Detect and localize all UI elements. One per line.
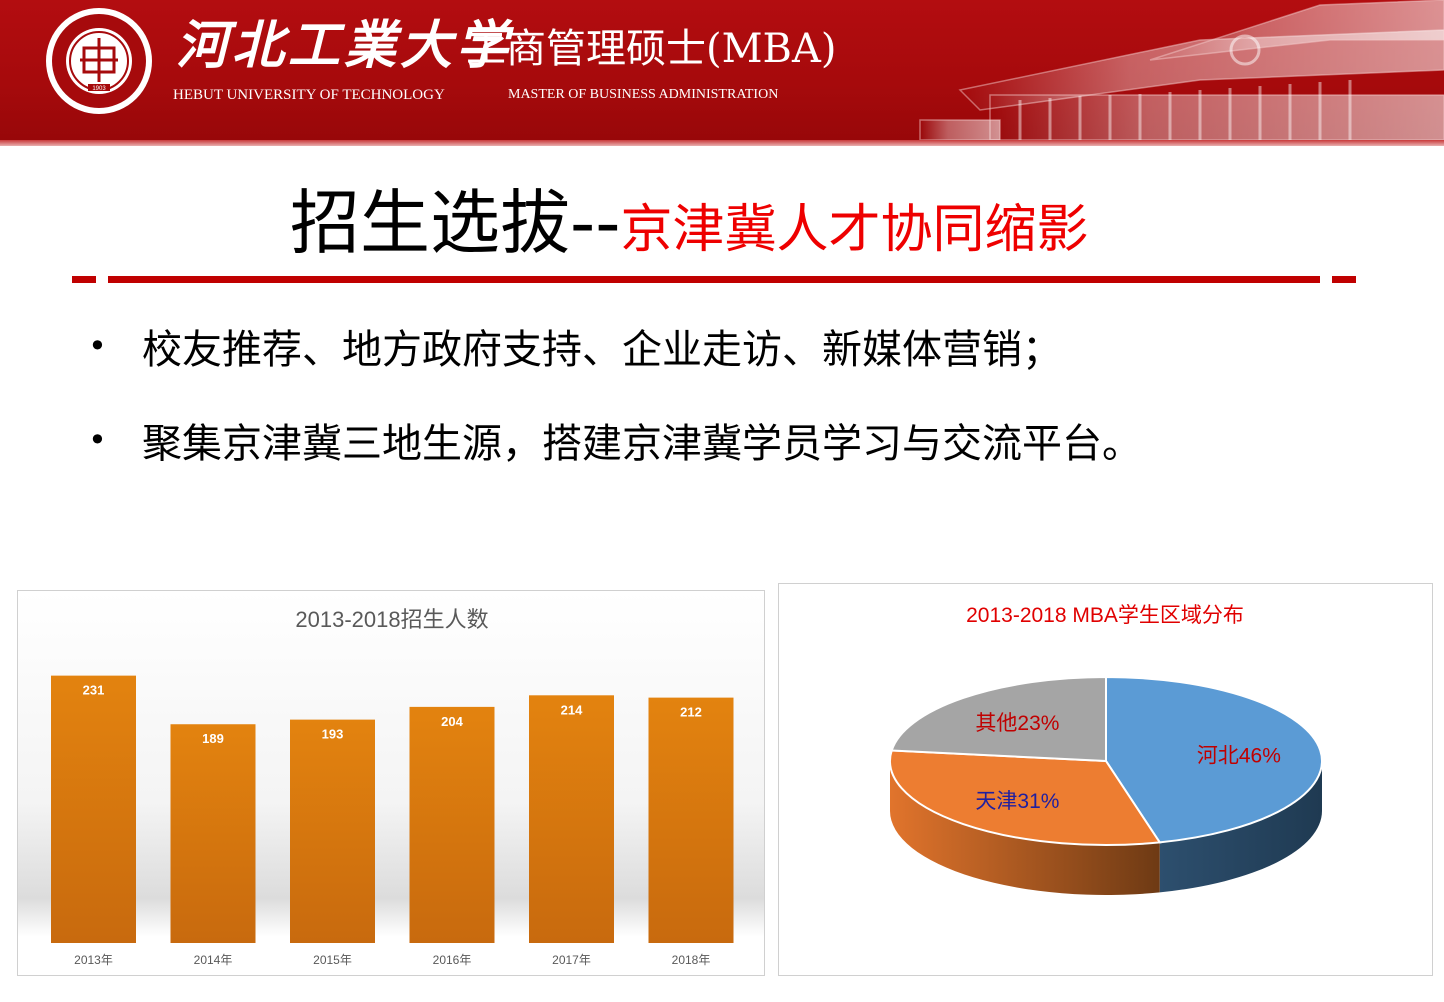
bar-category-label: 2015年 (313, 953, 352, 967)
university-seal-logo: 1903 (46, 8, 152, 114)
title-rule-left (72, 276, 96, 283)
slide-title-main: 招生选拔-- (290, 182, 621, 264)
bar-value-label: 212 (680, 705, 702, 720)
slide-title: 招生选拔--京津冀人才协同缩影 (290, 178, 1089, 287)
enrollment-bar-chart: 2013-2018招生人数 231 2013年 189 2014年 193 2015年 20… (17, 590, 765, 976)
pie-chart-canvas: 2013-2018 MBA学生区域分布 河北46% 天津31% 其他23% (889, 604, 1323, 895)
region-pie-chart: 2013-2018 MBA学生区域分布 河北46% 天津31% 其他23% (778, 583, 1433, 976)
bar-value-label: 214 (561, 702, 583, 717)
title-rule-main (108, 276, 1320, 283)
university-name-en: HEBUT UNIVERSITY OF TECHNOLOGY (173, 87, 445, 103)
seal-year: 1903 (92, 86, 106, 92)
bar-category-label: 2016年 (433, 953, 472, 967)
bar-value-label: 189 (202, 731, 224, 746)
bullet-item: • 校友推荐、地方政府支持、企业走访、新媒体营销； (82, 316, 1142, 376)
bullet-list: • 校友推荐、地方政府支持、企业走访、新媒体营销； • 聚集京津冀三地生源，搭建… (82, 316, 1142, 504)
header-divider (0, 140, 1444, 146)
pie-slice (1105, 675, 1323, 844)
bullet-text: 聚集京津冀三地生源，搭建京津冀学员学习与交流平台。 (142, 421, 1142, 467)
bar-value-label: 193 (322, 727, 344, 742)
bar (529, 695, 614, 943)
bar (409, 706, 495, 943)
bar-chart-title: 2013-2018招生人数 (295, 607, 488, 632)
header-banner: 1903 河北工業大学 HEBUT UNIVERSITY OF TECHNOLO… (0, 0, 1444, 140)
bar (290, 719, 375, 943)
bullet-marker: • (88, 327, 107, 365)
pie-slice-label: 天津31% (975, 790, 1059, 813)
program-name-en: MASTER OF BUSINESS ADMINISTRATION (508, 87, 779, 102)
bar (648, 697, 734, 943)
program-name-cn: 工商管理硕士(MBA) (466, 26, 837, 72)
bar-category-label: 2018年 (672, 953, 711, 967)
bar-category-label: 2017年 (552, 953, 591, 967)
slide-title-sub: 京津冀人才协同缩影 (620, 200, 1089, 260)
bullet-item: • 聚集京津冀三地生源，搭建京津冀学员学习与交流平台。 (82, 410, 1142, 470)
bullet-marker: • (88, 421, 107, 459)
pie-chart-title: 2013-2018 MBA学生区域分布 (966, 604, 1244, 627)
campus-building-image (919, 0, 1444, 140)
bar (170, 724, 256, 943)
bar (51, 675, 136, 943)
title-rule-right (1332, 276, 1356, 283)
pie-slice (890, 675, 1107, 763)
pie-slice (889, 749, 1162, 846)
bar-value-label: 204 (441, 714, 463, 729)
bar-chart-canvas: 2013-2018招生人数 231 2013年 189 2014年 193 2015年 20… (18, 591, 764, 975)
pie-slice-label: 其他23% (975, 712, 1059, 735)
pie-slice-side (890, 761, 1160, 895)
pie-slice-label: 河北46% (1197, 744, 1281, 767)
bar-value-label: 231 (83, 683, 105, 698)
bar-category-label: 2013年 (74, 953, 113, 967)
bar-category-label: 2014年 (194, 953, 233, 967)
university-name-cn: 河北工業大学 (176, 15, 513, 76)
bullet-text: 校友推荐、地方政府支持、企业走访、新媒体营销； (142, 327, 1062, 373)
